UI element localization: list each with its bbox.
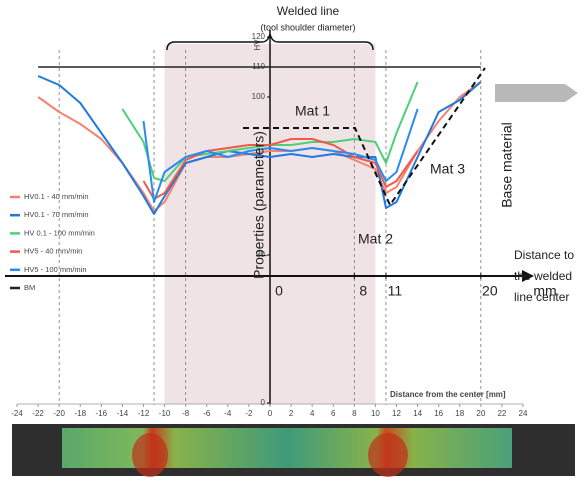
x-tick-label: -22 [32, 409, 44, 418]
x-tick-label: 6 [331, 409, 336, 418]
legend-label: HV5 - 100 mm/min [24, 265, 87, 274]
micrograph-map [62, 428, 512, 468]
x-tick-label: -8 [182, 409, 190, 418]
legend-label: HV0.1 - 70 mm/min [24, 210, 89, 219]
legend-label: HV5 - 40 mm/min [24, 247, 82, 256]
x-tick-label: -18 [74, 409, 86, 418]
schematic-tick-label: 11 [388, 283, 403, 299]
x-tick-label: 0 [268, 409, 273, 418]
schematic-tick-label: 0 [275, 283, 283, 299]
base-material-label: Base material [499, 122, 515, 208]
x-tick-label: 10 [371, 409, 380, 418]
schematic-x-label: line center [514, 290, 569, 304]
y-tick-label: 0 [261, 398, 266, 407]
x-tick-label: -2 [245, 409, 253, 418]
x-tick-label: -6 [203, 409, 211, 418]
x-tick-label: -14 [117, 409, 129, 418]
micrograph-spot [368, 433, 408, 477]
y-tick-label: 120 [252, 32, 266, 41]
x-tick-label: -12 [138, 409, 150, 418]
legend-label: BM [24, 283, 35, 292]
welded-line-title: Welded line [277, 4, 340, 18]
x-tick-label: 16 [434, 409, 443, 418]
x-tick-label: 8 [352, 409, 357, 418]
x-axis-label: Distance from the center [mm] [390, 390, 506, 399]
mat2-label: Mat 2 [358, 231, 393, 247]
x-tick-label: -20 [53, 409, 65, 418]
x-tick-label: -24 [11, 409, 23, 418]
schematic-x-label: Distance to [514, 248, 574, 262]
x-tick-label: 20 [476, 409, 485, 418]
welded-line-note: (tool shoulder diameter) [260, 22, 355, 32]
schematic-y-label: Properties (parameters) [251, 131, 267, 279]
background-layer: HV100110120030-24-22-20-18-16-14-12-10-8… [11, 30, 528, 418]
schematic-tick-label: 20 [482, 283, 498, 299]
y-tick-label: 100 [252, 92, 266, 101]
x-tick-label: 22 [497, 409, 506, 418]
x-tick-label: 14 [413, 409, 422, 418]
schematic-x-label: the welded [514, 269, 572, 283]
micrograph-spot [132, 433, 168, 477]
x-tick-label: 24 [519, 409, 528, 418]
mat3-label: Mat 3 [430, 161, 465, 177]
x-tick-label: -16 [96, 409, 108, 418]
x-tick-label: -4 [224, 409, 232, 418]
x-tick-label: 12 [392, 409, 401, 418]
x-tick-label: 2 [289, 409, 294, 418]
mat1-label: Mat 1 [295, 103, 330, 119]
x-tick-label: -10 [159, 409, 171, 418]
arrow-shape [495, 84, 578, 102]
legend-label: HV0.1 - 40 mm/min [24, 192, 89, 201]
x-tick-label: 4 [310, 409, 315, 418]
legend-label: HV 0.1 - 100 mm/min [24, 228, 95, 237]
figure: HV100110120030-24-22-20-18-16-14-12-10-8… [0, 0, 586, 479]
schematic-tick-label: 8 [359, 283, 367, 299]
x-tick-label: 18 [455, 409, 464, 418]
